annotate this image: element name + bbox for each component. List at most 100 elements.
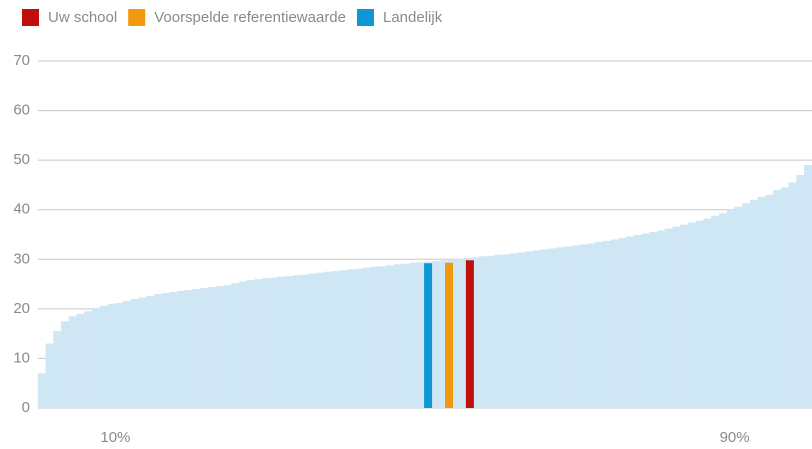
bar: [285, 276, 294, 408]
legend-label: Landelijk: [383, 9, 443, 26]
bar: [796, 175, 805, 408]
bar: [401, 263, 410, 408]
bar: [99, 305, 108, 408]
bar: [146, 295, 155, 408]
bar: [494, 254, 503, 408]
bar: [177, 291, 186, 408]
bar: [386, 265, 395, 408]
bar: [355, 268, 364, 408]
bar: [331, 271, 341, 408]
bar: [262, 278, 271, 408]
bar: [339, 270, 348, 408]
bar: [153, 293, 162, 408]
bar: [525, 251, 534, 408]
y-tick-label: 40: [13, 201, 30, 218]
bar: [293, 275, 302, 408]
bar: [200, 288, 209, 408]
legend-swatch: [22, 9, 39, 26]
bar: [138, 297, 147, 408]
bar: [726, 209, 735, 408]
y-tick-label: 50: [13, 151, 30, 168]
bar: [626, 236, 635, 408]
bar: [587, 243, 596, 408]
bar: [517, 252, 526, 408]
bar: [324, 271, 333, 408]
bar: [595, 241, 604, 408]
bar: [84, 311, 93, 408]
y-tick-label: 60: [13, 102, 30, 119]
bar: [672, 226, 681, 408]
bar: [579, 244, 588, 408]
bar: [215, 286, 224, 408]
bar: [440, 260, 449, 408]
bar: [718, 213, 728, 408]
bar: [68, 316, 77, 408]
bar: [788, 182, 797, 408]
bar: [432, 260, 441, 408]
bar: [37, 373, 46, 408]
bar: [115, 302, 124, 408]
bar: [169, 292, 178, 408]
bar: [633, 234, 642, 408]
bar: [804, 165, 812, 408]
bar: [184, 290, 193, 408]
bar: [370, 266, 379, 408]
bar: [757, 196, 766, 408]
legend-swatch: [357, 9, 374, 26]
bar: [548, 248, 557, 408]
bar: [765, 194, 774, 408]
bar: [734, 206, 743, 408]
bar: [455, 258, 464, 408]
bar: [657, 230, 666, 408]
bar: [618, 237, 627, 408]
x-tick-label: 10%: [100, 429, 130, 446]
bar: [610, 239, 619, 408]
y-tick-label: 10: [13, 349, 30, 366]
bar: [393, 264, 402, 408]
x-tick-label: 90%: [720, 429, 750, 446]
bar: [246, 280, 255, 408]
bar: [53, 331, 62, 408]
bar: [223, 285, 232, 408]
bar: [479, 256, 488, 408]
bar: [571, 245, 580, 408]
bar: [362, 267, 371, 408]
bar: [316, 272, 325, 408]
bar: [444, 262, 453, 408]
bar: [749, 199, 758, 408]
bar: [502, 254, 511, 408]
bar: [533, 250, 542, 408]
bar: [680, 224, 689, 408]
bar: [602, 240, 611, 408]
bar: [161, 292, 170, 408]
bar: [711, 215, 720, 408]
bar: [742, 203, 751, 408]
bar: [465, 260, 474, 408]
bar: [347, 269, 356, 408]
bar: [130, 298, 139, 408]
bar: [664, 228, 673, 408]
bar: [641, 233, 650, 408]
legend-swatch: [128, 9, 146, 26]
bar: [703, 218, 712, 408]
bar: [122, 300, 132, 408]
bar: [556, 247, 565, 408]
bar: [192, 289, 201, 408]
y-tick-label: 30: [13, 250, 30, 267]
legend-label: Voorspelde referentiewaarde: [154, 9, 346, 26]
bar: [239, 281, 248, 408]
y-tick-label: 0: [22, 399, 30, 416]
bar: [471, 257, 480, 408]
bar: [695, 220, 704, 408]
bar: [378, 266, 387, 408]
bar: [76, 313, 85, 408]
bar: [208, 287, 217, 408]
bar: [773, 189, 782, 408]
bar: [277, 276, 286, 408]
y-tick-label: 70: [13, 52, 30, 69]
bar: [649, 232, 658, 408]
bar: [270, 277, 279, 408]
bar: [45, 343, 54, 408]
bar: [688, 222, 697, 408]
